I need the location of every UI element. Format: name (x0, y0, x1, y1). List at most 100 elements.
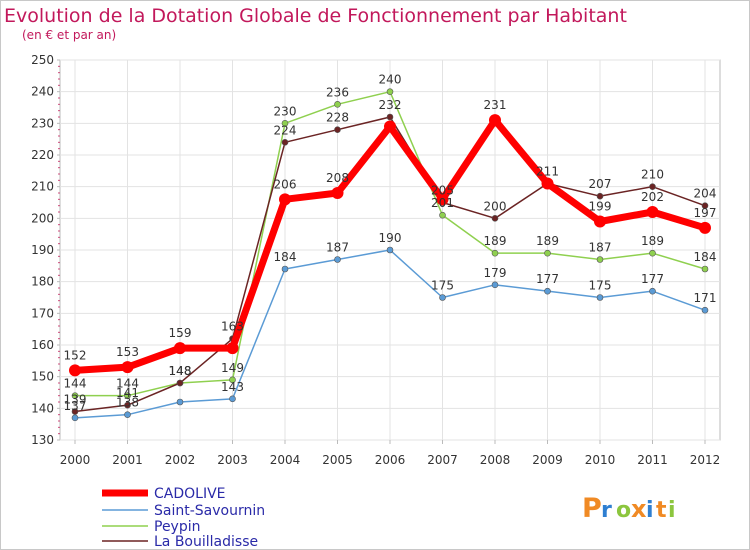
data-label-cadolive: 202 (641, 190, 664, 204)
point-la-bouilladisse (701, 202, 709, 209)
data-label-la-bouilladisse: 232 (379, 98, 402, 112)
point-peypin (334, 101, 341, 108)
data-label-peypin: 236 (326, 85, 349, 99)
data-label-la-bouilladisse: 207 (589, 177, 612, 191)
data-label-saint-savournin: 184 (274, 250, 297, 264)
point-saint-savournin (544, 287, 551, 295)
data-label-la-bouilladisse: 211 (536, 165, 559, 179)
data-label-peypin: 189 (484, 234, 507, 248)
x-tick-label: 2000 (60, 453, 91, 467)
x-tick-label: 2006 (375, 453, 406, 467)
x-tick-label: 2002 (165, 453, 196, 467)
point-cadolive (646, 206, 659, 218)
point-saint-savournin (439, 294, 446, 301)
point-saint-savournin (386, 246, 394, 254)
data-label-peypin: 240 (379, 73, 402, 87)
data-label-la-bouilladisse: 200 (484, 199, 507, 213)
point-cadolive (174, 342, 186, 355)
point-peypin (596, 256, 604, 263)
data-label-peypin: 189 (536, 234, 559, 248)
y-tick-label: 160 (31, 338, 54, 352)
series-layer (69, 88, 711, 422)
data-label-la-bouilladisse: 205 (431, 184, 454, 198)
point-la-bouilladisse (386, 113, 394, 121)
data-label-saint-savournin: 175 (589, 279, 612, 293)
legend-label-la-bouilladisse: La Bouilladisse (154, 534, 258, 550)
data-label-la-bouilladisse: 228 (326, 111, 349, 125)
point-la-bouilladisse (71, 408, 79, 415)
data-label-cadolive: 206 (274, 177, 297, 191)
point-cadolive (226, 342, 239, 355)
data-label-saint-savournin: 175 (431, 279, 454, 293)
point-la-bouilladisse (124, 401, 131, 409)
y-tick-label: 190 (31, 243, 54, 257)
data-label-peypin: 201 (431, 196, 454, 210)
data-label-cadolive: 197 (694, 206, 717, 220)
x-tick-label: 2011 (637, 453, 668, 467)
point-saint-savournin (71, 414, 79, 422)
point-saint-savournin (176, 398, 184, 406)
data-label-saint-savournin: 138 (116, 396, 139, 410)
logo-letter: i (668, 498, 676, 523)
x-tick-label: 2010 (585, 453, 616, 467)
data-label-la-bouilladisse: 141 (116, 386, 139, 400)
point-cadolive (594, 215, 606, 228)
data-label-peypin: 230 (274, 104, 297, 118)
y-tick-label: 170 (31, 306, 54, 320)
point-cadolive (331, 187, 344, 199)
data-label-la-bouilladisse: 139 (64, 393, 87, 407)
data-label-la-bouilladisse: 148 (169, 364, 192, 378)
data-label-la-bouilladisse: 210 (641, 168, 664, 182)
data-label-cadolive: 231 (484, 98, 507, 112)
data-label-saint-savournin: 171 (694, 291, 717, 305)
data-label-peypin: 149 (221, 361, 244, 375)
y-axis: 130 140 150 160 170 180 190 200 210 220 230 240 250 (31, 53, 60, 447)
point-peypin (439, 211, 446, 219)
point-cadolive (121, 361, 134, 374)
point-saint-savournin (491, 281, 499, 289)
logo-letter: r (601, 498, 612, 523)
x-tick-label: 2008 (480, 453, 511, 467)
y-tick-label: 240 (31, 85, 54, 99)
point-saint-savournin (229, 395, 236, 403)
point-la-bouilladisse (596, 192, 604, 200)
legend-label-cadolive: CADOLIVE (154, 486, 226, 502)
y-tick-label: 200 (31, 211, 54, 225)
data-label-peypin: 148 (169, 364, 192, 378)
data-label-saint-savournin: 137 (64, 399, 87, 413)
point-peypin (491, 249, 499, 257)
point-saint-savournin (596, 294, 604, 301)
data-label-cadolive: 153 (116, 345, 139, 359)
y-tick-label: 210 (31, 180, 54, 194)
data-label-saint-savournin: 190 (379, 231, 402, 245)
point-cadolive (436, 193, 449, 206)
point-peypin (229, 376, 236, 384)
point-la-bouilladisse (176, 379, 184, 387)
point-peypin (386, 88, 394, 95)
point-cadolive (279, 193, 291, 206)
legend-label-saint-savournin: Saint-Savournin (154, 503, 265, 519)
chart-title: Evolution de la Dotation Globale de Fonc… (4, 5, 627, 27)
legend: CADOLIVE Saint-Savournin Peypin La Bouil… (102, 486, 265, 550)
logo-letter: P (582, 493, 602, 524)
logo-letter: i (646, 498, 654, 523)
point-la-bouilladisse (334, 126, 341, 133)
data-label-la-bouilladisse: 224 (274, 123, 297, 137)
x-tick-label: 2007 (427, 453, 458, 467)
point-cadolive (69, 364, 81, 377)
y-tick-label: 250 (31, 53, 54, 67)
data-label-cadolive: 208 (326, 171, 349, 185)
point-saint-savournin (334, 256, 341, 263)
y-tick-label: 130 (31, 433, 54, 447)
data-label-saint-savournin: 187 (326, 241, 349, 255)
point-cadolive (489, 114, 501, 127)
point-saint-savournin (281, 265, 289, 273)
data-label-cadolive: 159 (169, 326, 192, 340)
x-axis: 2000 2001 2002 2003 2004 2005 2006 2007 2008 2009… (60, 440, 720, 467)
data-label-la-bouilladisse: 204 (694, 187, 717, 201)
point-peypin (71, 392, 79, 399)
data-label-peypin: 184 (694, 250, 717, 264)
x-tick-label: 2009 (532, 453, 563, 467)
